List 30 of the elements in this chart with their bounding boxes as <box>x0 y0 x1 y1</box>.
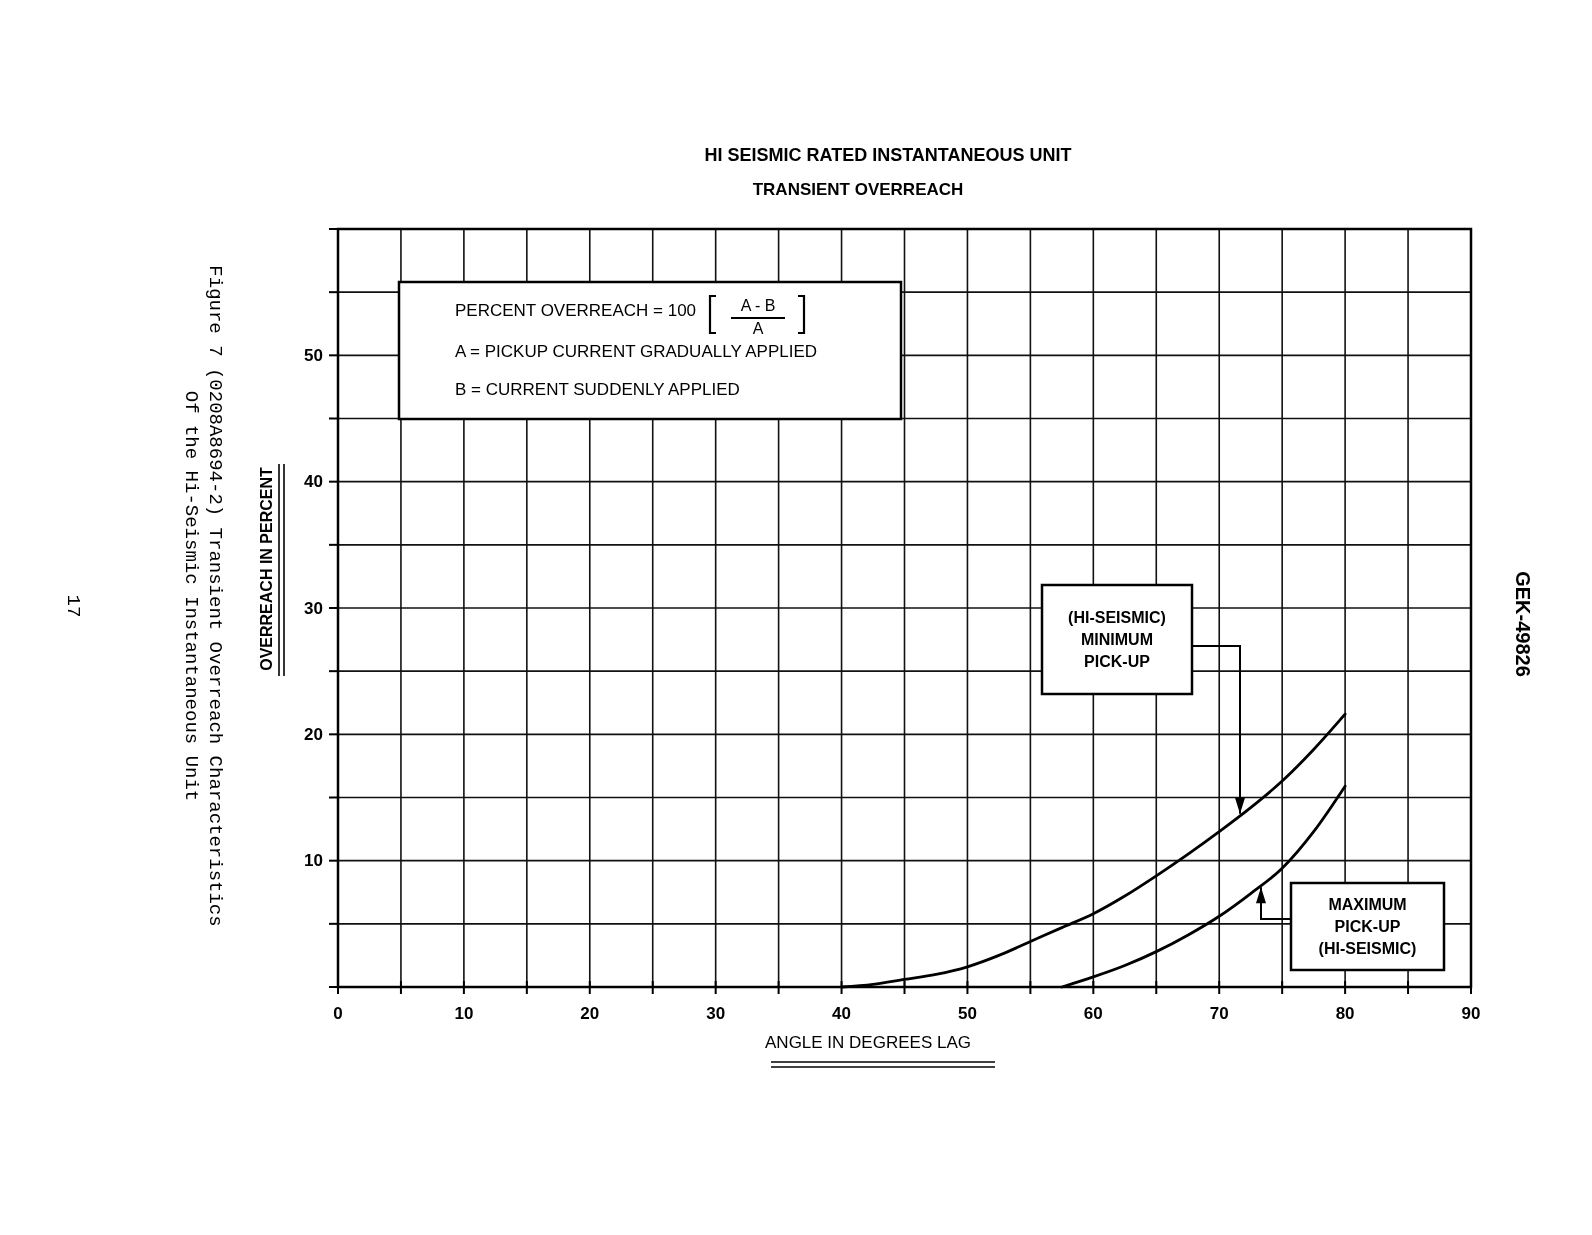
x-tick-label: 30 <box>706 1003 726 1023</box>
x-tick-label: 40 <box>832 1003 852 1023</box>
annotation: PERCENT OVERREACH = 100 <box>455 301 697 320</box>
annotation: A = PICKUP CURRENT GRADUALLY APPLIED <box>455 342 818 361</box>
annotation: A <box>752 320 764 337</box>
x-tick-label: 80 <box>1335 1003 1355 1023</box>
annotation: MAXIMUM PICK-UP (HI-SEISMIC) <box>1318 896 1417 957</box>
x-tick-label: 50 <box>957 1003 977 1023</box>
x-tick-label: 70 <box>1209 1003 1229 1023</box>
x-tick-label: 10 <box>454 1003 474 1023</box>
chart-title: HI SEISMIC RATED INSTANTANEOUS UNIT <box>704 145 1072 165</box>
x-tick-label: 60 <box>1083 1003 1103 1023</box>
annotation: A - B <box>740 297 776 314</box>
x-tick-label: 90 <box>1461 1003 1481 1023</box>
annotation: B = CURRENT SUDDENLY APPLIED <box>455 380 740 399</box>
y-tick-label: 40 <box>304 472 323 492</box>
annotation: (HI-SEISMIC) MINIMUM PICK-UP <box>1068 609 1166 670</box>
x-tick-label: 0 <box>333 1003 343 1023</box>
text: GEK-49826 <box>1512 571 1534 677</box>
caption: Figure 7 (0208A8694-2) Transient Overreach Characteristics <box>204 265 226 927</box>
y-tick-label: 20 <box>304 724 323 744</box>
y-tick-label: 50 <box>304 345 323 365</box>
text: 17 <box>62 594 84 618</box>
x-axis-title: ANGLE IN DEGREES LAG <box>765 1032 971 1052</box>
chart-subtitle: TRANSIENT OVERREACH <box>752 180 964 199</box>
y-tick-label: 30 <box>304 598 323 618</box>
x-tick-label: 20 <box>580 1003 600 1023</box>
y-tick-label: 10 <box>304 851 323 871</box>
y-axis-title: OVERREACH IN PERCENT <box>257 466 275 671</box>
text: Of the Hi-Seismic Instantaneous Unit <box>180 390 202 802</box>
